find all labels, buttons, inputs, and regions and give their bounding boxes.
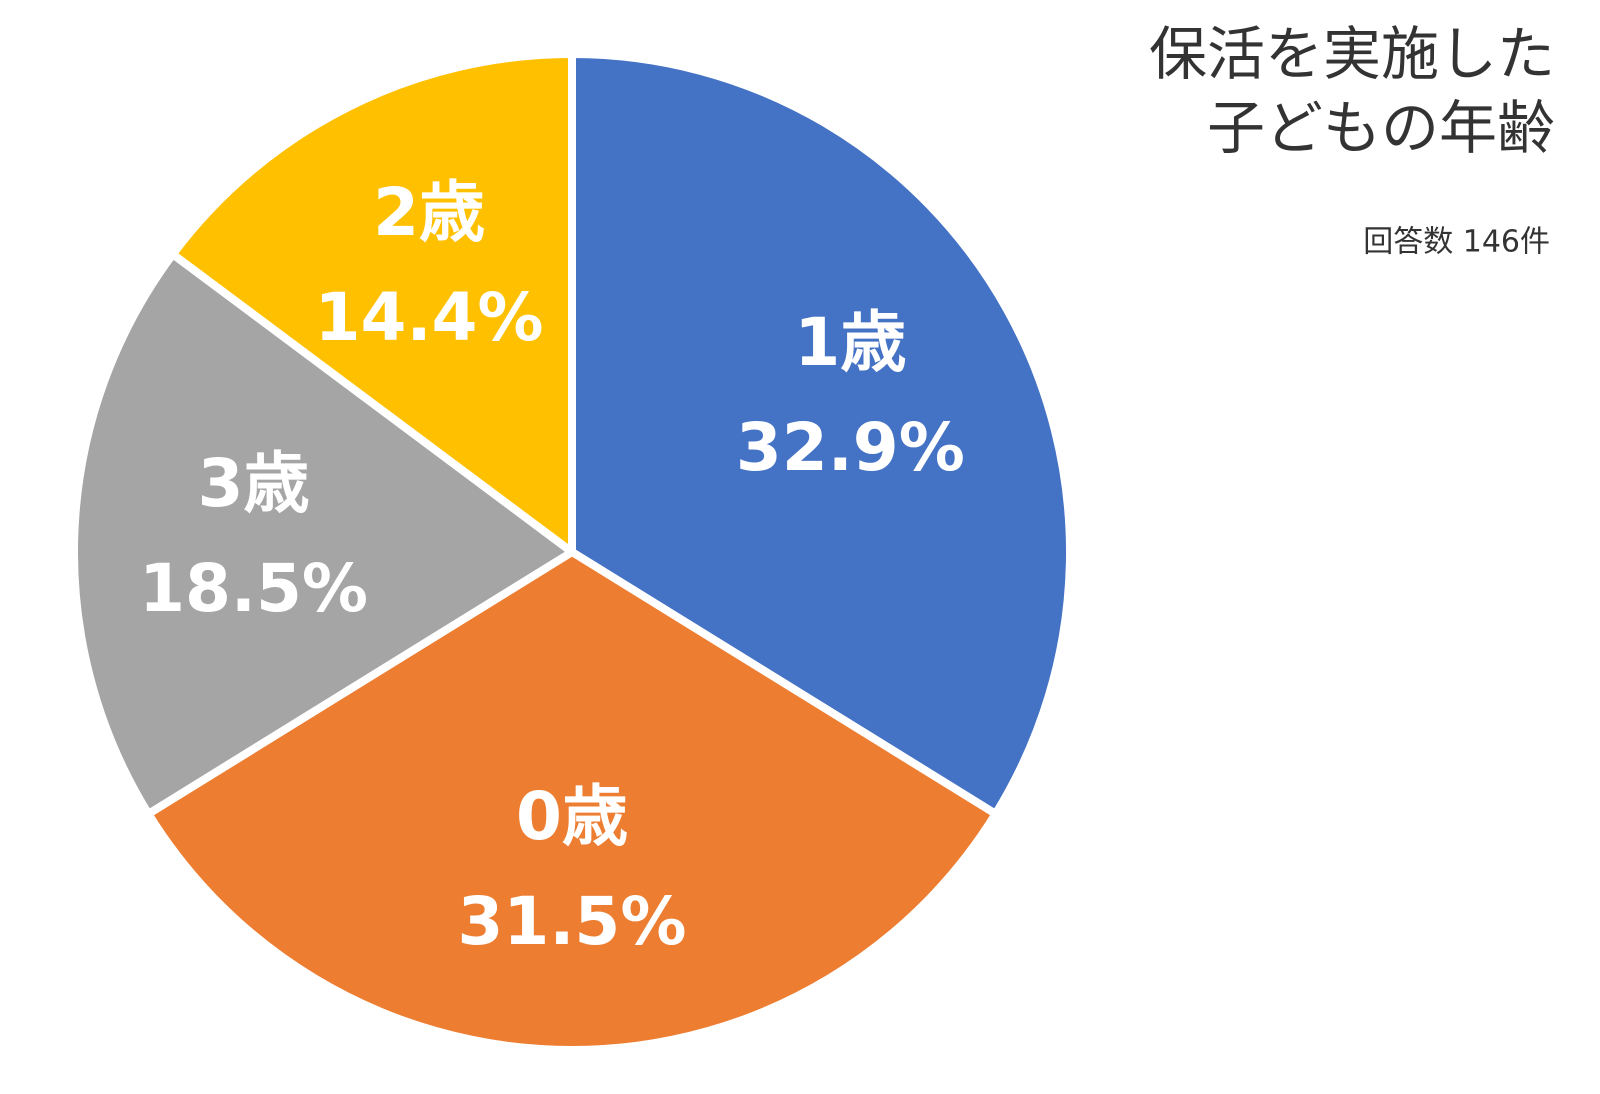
value-label: 18.5% xyxy=(139,550,368,627)
value-label: 14.4% xyxy=(315,279,544,356)
pie-slice xyxy=(144,548,1000,1054)
slice-label: 2歳 xyxy=(373,174,485,251)
value-label: 31.5% xyxy=(458,883,687,960)
pie-slice xyxy=(70,250,576,818)
slice-label: 3歳 xyxy=(198,445,310,522)
chart-title: 子どもの年齢 xyxy=(1207,94,1555,162)
slice-label: 0歳 xyxy=(516,778,628,855)
chart-subtitle: 回答数 146件 xyxy=(1363,225,1550,260)
pie-slice xyxy=(568,50,1074,818)
chart-title: 保活を実施した xyxy=(1149,20,1555,88)
slice-label: 1歳 xyxy=(794,304,906,381)
value-label: 32.9% xyxy=(736,409,965,486)
pie-slice xyxy=(168,50,576,556)
